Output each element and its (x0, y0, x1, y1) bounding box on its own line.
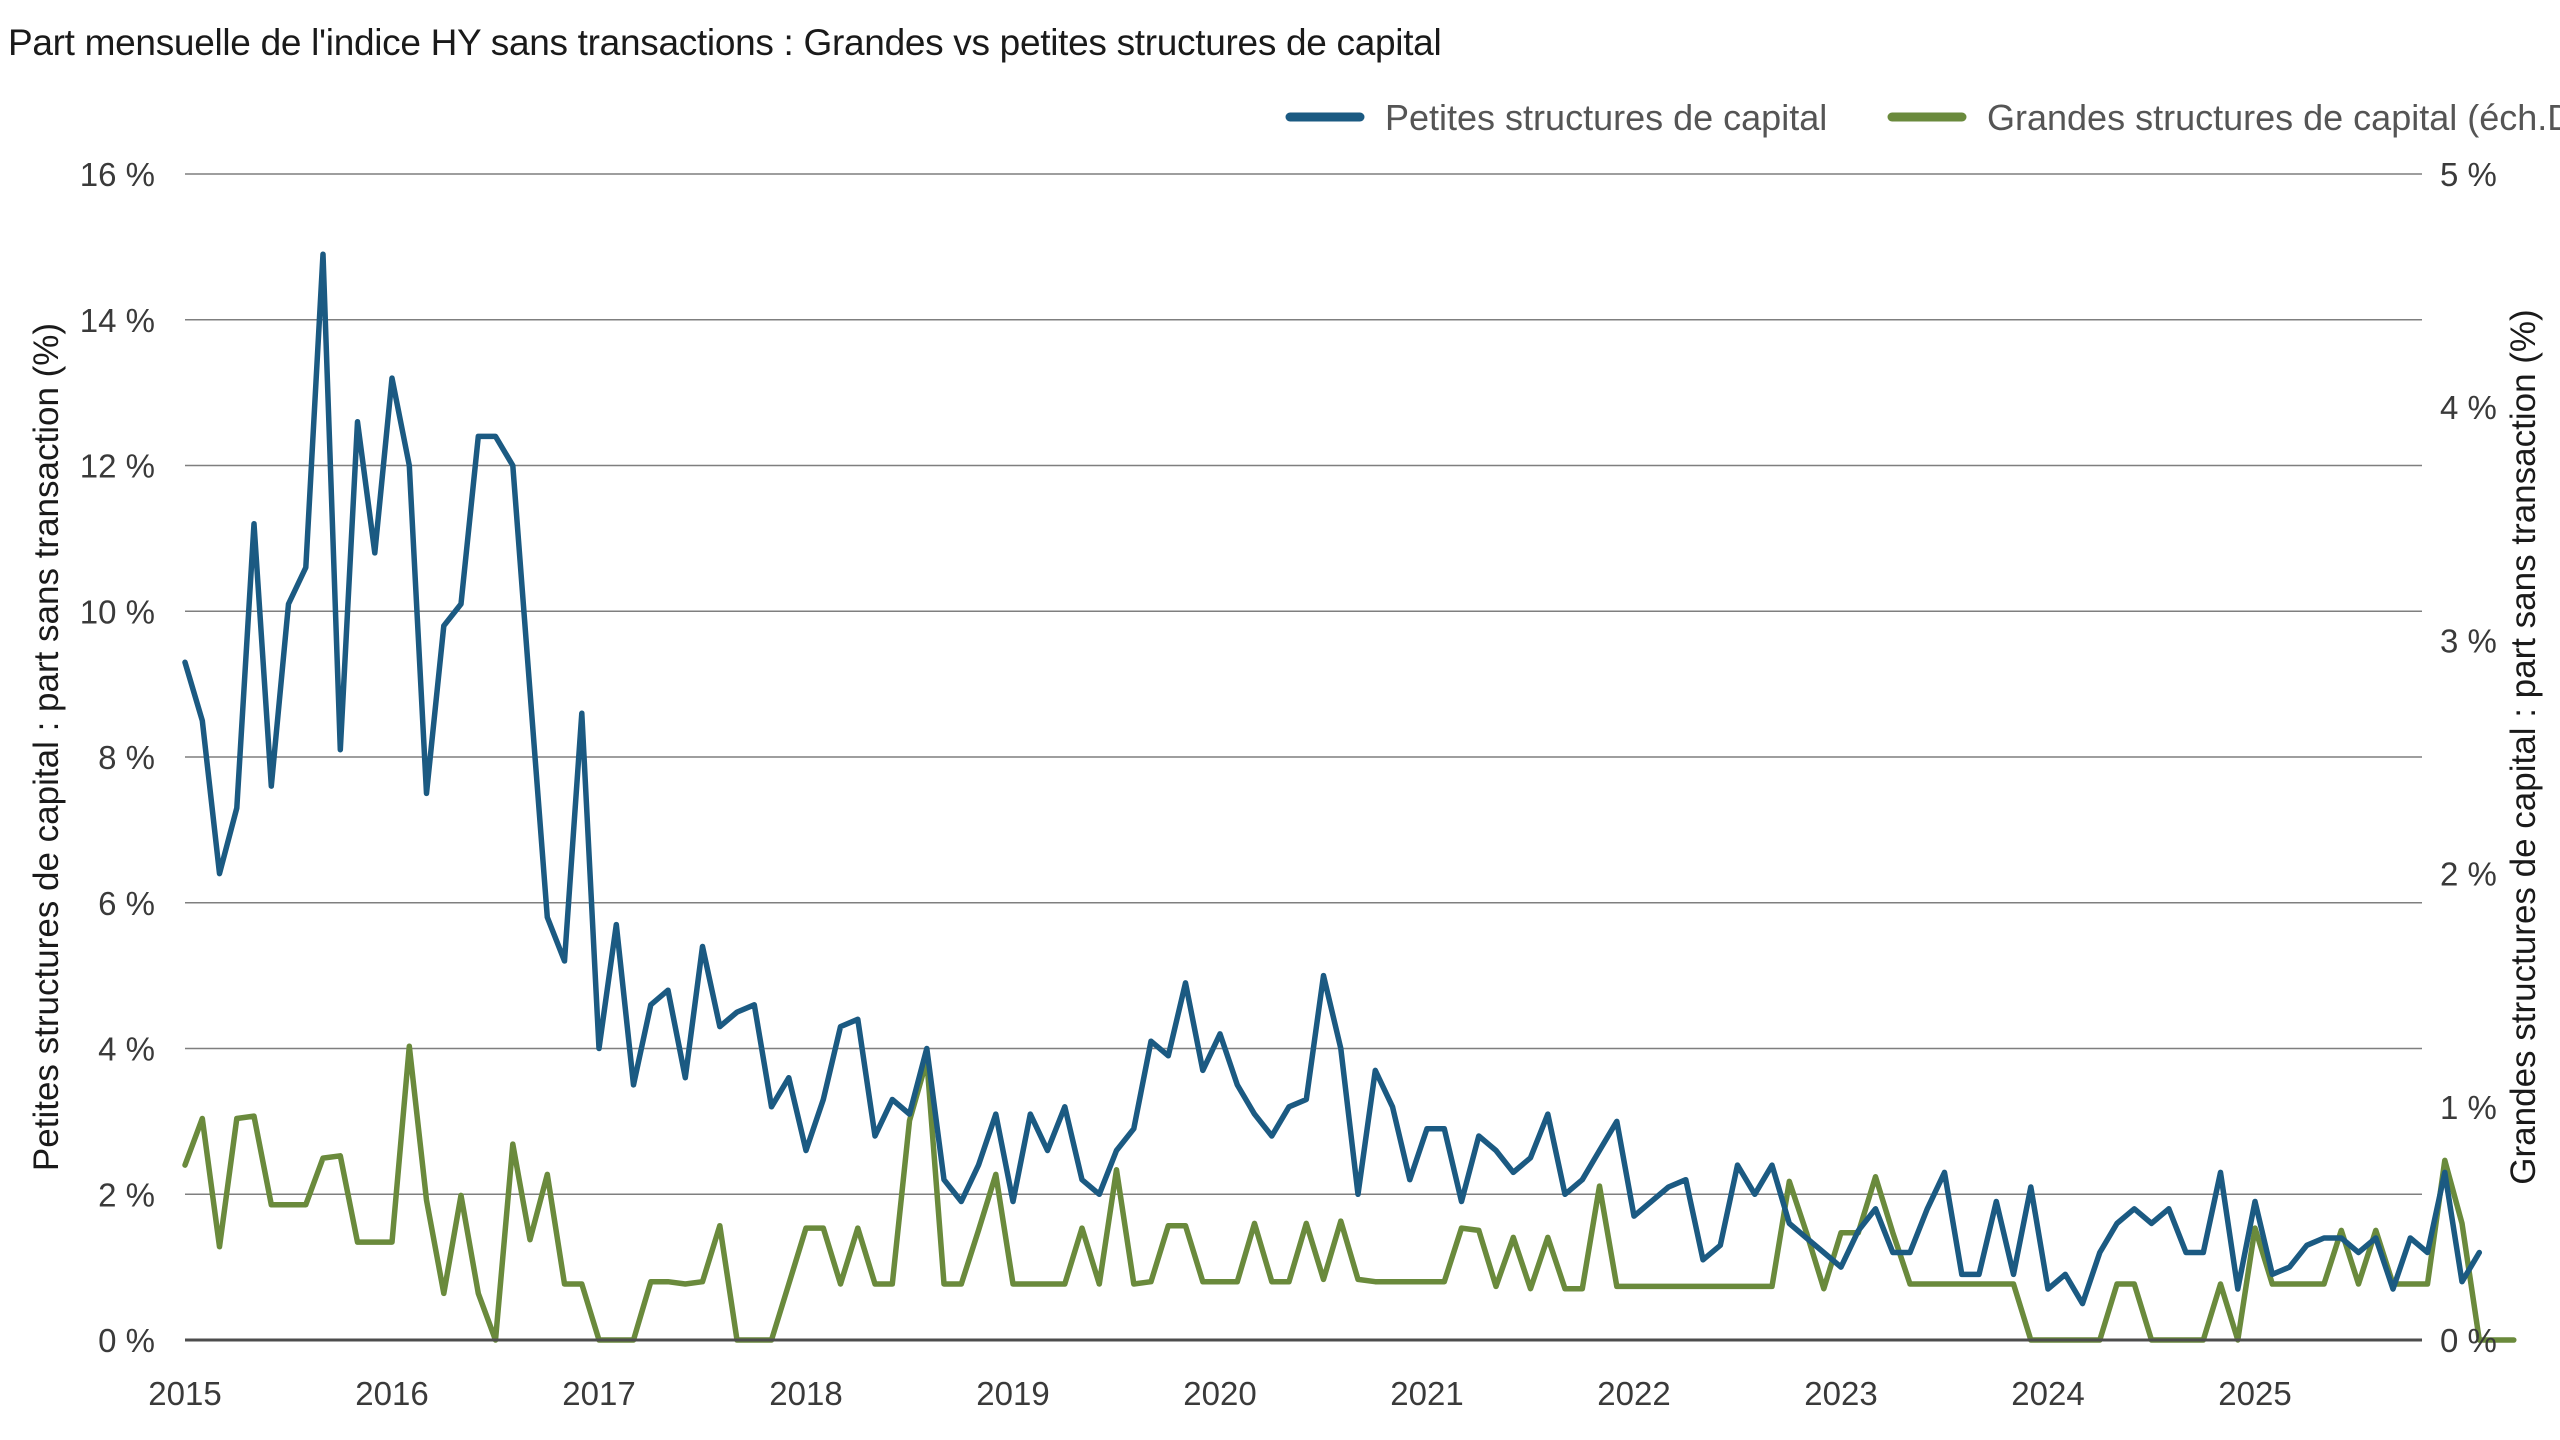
axes: 0 % 2 % 4 % 6 % 8 % 10 % 12 % 14 % 16 % 0 % 1 % 2 %… (27, 156, 2543, 1412)
x-tick-label: 2021 (1390, 1375, 1463, 1412)
x-tick-label: 2015 (148, 1375, 221, 1412)
y-right-tick-label: 5 % (2440, 156, 2497, 193)
legend-label: Petites structures de capital (1385, 97, 1827, 138)
y-left-tick-label: 16 % (80, 156, 155, 193)
y-right-tick-label: 2 % (2440, 856, 2497, 893)
y-left-tick-label: 4 % (98, 1031, 155, 1068)
x-tick-label: 2020 (1183, 1375, 1256, 1412)
y-right-tick-label: 4 % (2440, 389, 2497, 426)
series-line-large-cap (182, 1043, 2517, 1343)
x-tick-label: 2025 (2218, 1375, 2291, 1412)
chart-title: Part mensuelle de l'indice HY sans trans… (8, 22, 1442, 63)
x-tick-label: 2017 (562, 1375, 635, 1412)
x-tick-label: 2016 (355, 1375, 428, 1412)
y-right-axis-title: Grandes structures de capital : part san… (2504, 309, 2543, 1184)
y-right-tick-label: 1 % (2440, 1089, 2497, 1126)
x-tick-label: 2019 (976, 1375, 1049, 1412)
y-left-tick-label: 6 % (98, 885, 155, 922)
legend: Petites structures de capital Grandes str… (1285, 97, 2560, 138)
y-right-tick-label: 3 % (2440, 622, 2497, 659)
y-left-tick-label: 10 % (80, 593, 155, 630)
y-left-tick-label: 12 % (80, 448, 155, 485)
x-tick-label: 2022 (1597, 1375, 1670, 1412)
x-tick-label: 2023 (1804, 1375, 1877, 1412)
y-left-tick-label: 8 % (98, 739, 155, 776)
gridlines (185, 173, 2422, 1195)
y-left-tick-label: 0 % (98, 1322, 155, 1359)
x-tick-label: 2018 (769, 1375, 842, 1412)
series-lines (182, 251, 2517, 1343)
y-left-axis-title: Petites structures de capital : part san… (27, 323, 66, 1171)
y-left-tick-label: 14 % (80, 302, 155, 339)
y-right-tick-label: 0 % (2440, 1322, 2497, 1359)
series-line-small-cap (182, 251, 2483, 1307)
y-left-tick-label: 2 % (98, 1176, 155, 1213)
legend-label: Grandes structures de capital (éch.D) (1987, 97, 2560, 138)
x-tick-label: 2024 (2011, 1375, 2084, 1412)
